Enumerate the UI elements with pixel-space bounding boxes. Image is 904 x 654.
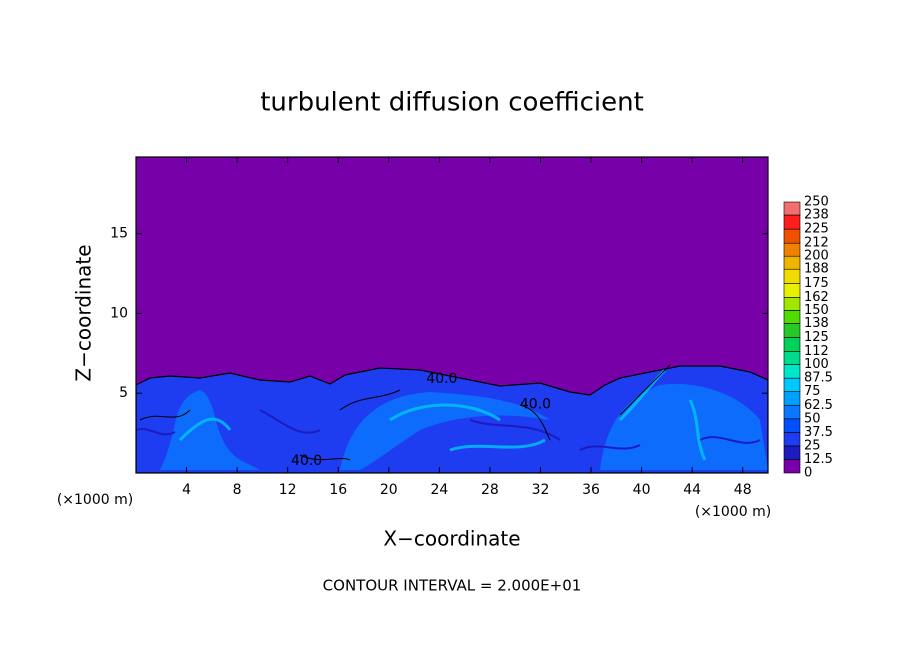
x-tick-label: 44	[683, 482, 701, 498]
field	[136, 157, 768, 473]
x-tick-label: 32	[532, 482, 550, 498]
colorbar-label: 138	[804, 316, 829, 331]
colorbar-bin	[783, 297, 801, 311]
colorbar-label: 100	[804, 357, 829, 372]
colorbar-bin	[783, 391, 801, 406]
y-tick-label: 5	[119, 385, 128, 401]
colorbar-label: 50	[804, 411, 821, 426]
contour-label: 40.0	[291, 453, 322, 469]
colorbar-label: 225	[804, 222, 829, 237]
field-streak	[178, 368, 707, 461]
y-tick-label: 15	[110, 226, 128, 242]
colorbar-bin	[783, 268, 801, 284]
colorbar-label: 162	[804, 290, 829, 305]
x-tick-label: 12	[279, 482, 297, 498]
colorbar-label: 62.5	[804, 398, 833, 413]
colorbar-bin	[783, 201, 801, 216]
x-unit-label: (×1000 m)	[57, 492, 133, 508]
colorbar-bin	[783, 323, 801, 338]
colorbar-bin	[783, 418, 801, 433]
colorbar-label: 250	[804, 195, 829, 210]
y-tick-label: 10	[110, 305, 128, 321]
x-tick-label: 36	[582, 482, 600, 498]
colorbar-bin	[783, 337, 801, 352]
colorbar-label: 188	[804, 262, 829, 277]
x-axis-label: X−coordinate	[383, 527, 520, 551]
colorbar-bin	[783, 255, 801, 270]
colorbar-label: 150	[804, 303, 829, 318]
colorbar-bin	[783, 310, 801, 324]
contour-label: 40.0	[520, 396, 551, 412]
x-tick-label: 28	[481, 482, 499, 498]
contour-line	[139, 364, 671, 461]
colorbar-bin	[783, 364, 801, 379]
colorbar-label: 112	[804, 344, 829, 359]
x-tick-label: 4	[182, 482, 191, 498]
colorbar-label: 0	[804, 466, 812, 481]
chart-title: turbulent diffusion coefficient	[260, 88, 644, 118]
colorbar-bin	[783, 445, 801, 460]
colorbar-label: 37.5	[804, 425, 833, 440]
colorbar-label: 175	[804, 276, 829, 291]
colorbar-label: 87.5	[804, 371, 833, 386]
colorbar-label: 25	[804, 438, 821, 453]
footnote: CONTOUR INTERVAL = 2.000E+01	[323, 577, 582, 595]
colorbar-label: 75	[804, 384, 821, 399]
y-axis-label: Z−coordinate	[72, 244, 96, 381]
contour-label: 40.0	[426, 371, 457, 387]
plot-frame	[135, 156, 769, 474]
x-tick-label: 20	[380, 482, 398, 498]
x-tick-label: 48	[734, 482, 752, 498]
colorbar-bin	[783, 351, 801, 365]
colorbar-bin	[783, 377, 801, 392]
x-tick-label: 16	[329, 482, 347, 498]
colorbar-bin	[783, 459, 801, 474]
field-streak	[136, 409, 761, 451]
colorbar-bin	[783, 228, 801, 244]
colorbar-label: 200	[804, 249, 829, 264]
colorbar-label: 12.5	[804, 452, 833, 467]
x-unit-label: (×1000 m)	[695, 504, 771, 520]
colorbar-label: 212	[804, 236, 829, 251]
colorbar-bin	[783, 404, 801, 420]
x-tick-label: 24	[430, 482, 448, 498]
x-tick-label: 40	[633, 482, 651, 498]
colorbar-bin	[783, 242, 801, 257]
colorbar-bin	[783, 214, 801, 230]
x-tick-label: 8	[233, 482, 242, 498]
colorbar-bin	[783, 432, 801, 447]
colorbar-bin	[783, 282, 801, 298]
colorbar-label: 238	[804, 208, 829, 223]
colorbar-label: 125	[804, 330, 829, 345]
